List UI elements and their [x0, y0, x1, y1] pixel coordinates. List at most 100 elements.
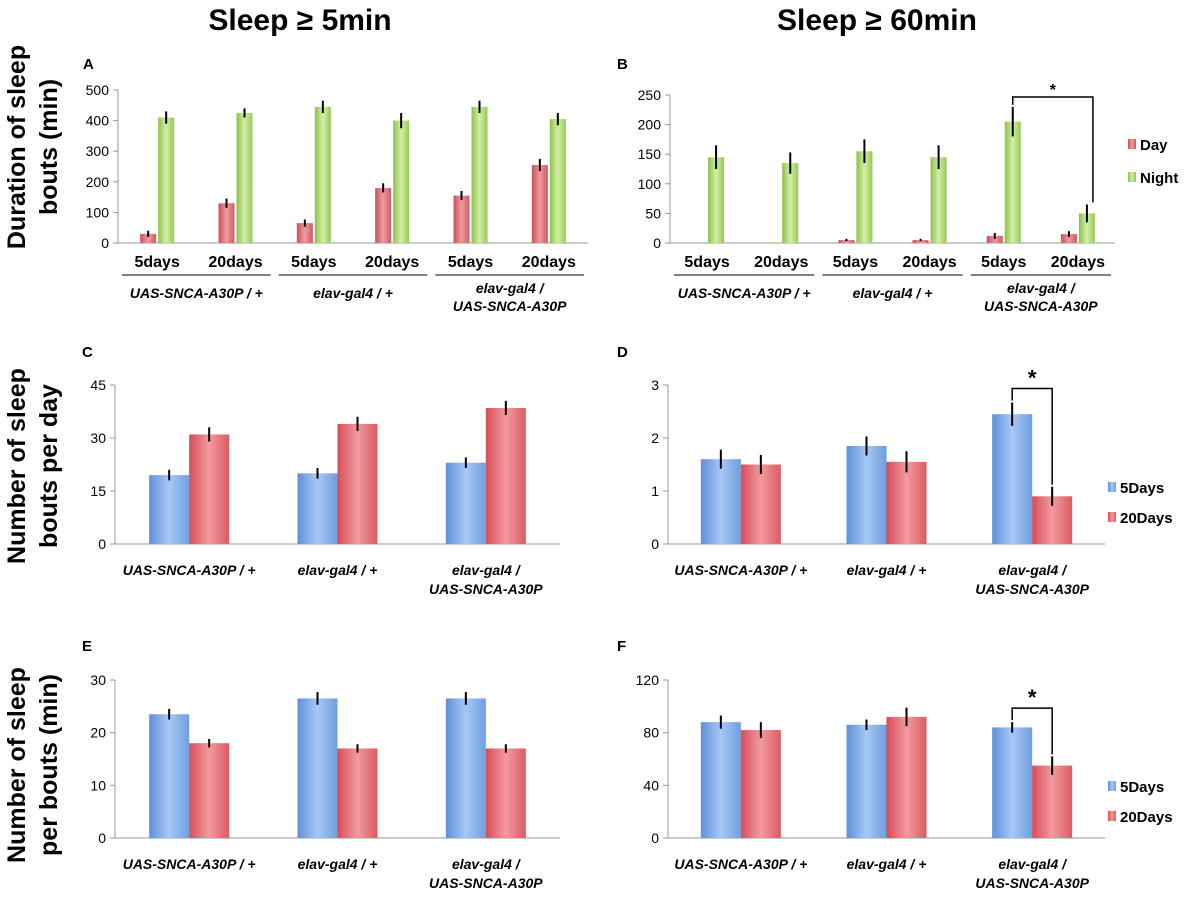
bar-b-night-4	[1004, 121, 1021, 243]
bar-b-night-3	[930, 157, 947, 243]
ytick-label-c-3: 45	[90, 377, 106, 393]
bar-c-5days-0	[149, 475, 190, 544]
group-label-d-2a: elav-gal4 /	[998, 562, 1068, 578]
ytick-label-b-4: 200	[638, 117, 662, 133]
ytick-label-d-1: 1	[651, 483, 659, 499]
group-label-b-2b: UAS-SNCA-A30P	[984, 298, 1098, 314]
bar-f-5days-2	[992, 727, 1033, 838]
bar-b-day-3	[912, 240, 929, 243]
bar-d-5days-2	[992, 414, 1033, 544]
group-label-c-2b: UAS-SNCA-A30P	[429, 581, 543, 597]
ylabel-row2-line2: bouts per day	[35, 384, 63, 548]
group-label-b-2a: elav-gal4 /	[1007, 280, 1077, 296]
group-label-c-0: UAS-SNCA-A30P / +	[123, 562, 256, 578]
bar-a-day-5	[531, 164, 548, 243]
group-label-e-0: UAS-SNCA-A30P / +	[123, 856, 256, 872]
ytick-label-b-0: 0	[653, 235, 661, 251]
group-label-c-1: elav-gal4 / +	[298, 562, 378, 578]
ytick-label-a-2: 200	[86, 174, 110, 190]
bar-b-night-2	[856, 151, 873, 243]
panel-label-c: C	[82, 344, 93, 361]
panel-c: C 0 15 30 45 UAS-SNCA-A30P / + elav-gal4 / + el…	[82, 344, 560, 597]
category-label-b-2: 5days	[833, 254, 878, 271]
category-label-a-0: 5days	[134, 254, 179, 271]
group-label-b-0: UAS-SNCA-A30P / +	[678, 285, 811, 301]
group-label-a-2b: UAS-SNCA-A30P	[453, 298, 567, 314]
ylabel-row3-line2: per bouts (min)	[35, 674, 63, 856]
ytick-label-e-3: 30	[90, 672, 106, 688]
bar-b-day-5	[1060, 234, 1077, 243]
panel-a: A 0 100 200 300 400 500 5days 20days 5days 20days 5…	[83, 56, 588, 314]
category-label-a-4: 5days	[448, 254, 493, 271]
group-label-f-2b: UAS-SNCA-A30P	[975, 875, 1089, 891]
ylabel-row1-line1: Duration of sleep	[3, 45, 31, 249]
bar-a-night-3	[393, 120, 410, 243]
ylabel-row2-line1: Number of sleep	[3, 368, 31, 564]
panel-b: B 0 50 100 150 200 250 5days 20days 5days 20days 5d…	[617, 56, 1178, 314]
title-left: Sleep ≥ 5min	[208, 4, 391, 37]
group-label-f-2a: elav-gal4 /	[998, 856, 1068, 872]
ylabel-row3-line1: Number of sleep	[3, 667, 31, 863]
panel-label-a: A	[83, 56, 94, 73]
bar-c-20days-2	[485, 407, 526, 544]
bar-a-day-4	[453, 195, 470, 243]
category-label-a-3: 20days	[365, 254, 419, 271]
ytick-label-e-0: 0	[98, 830, 106, 846]
group-label-b-1: elav-gal4 / +	[853, 285, 933, 301]
bar-a-day-3	[375, 187, 392, 243]
bar-a-night-4	[471, 106, 488, 243]
ytick-label-d-2: 2	[651, 430, 659, 446]
legend-label-f-5days: 5Days	[1120, 779, 1164, 796]
bar-c-5days-1	[297, 473, 338, 544]
bar-c-20days-1	[337, 423, 378, 544]
ytick-label-f-3: 120	[636, 672, 660, 688]
group-label-d-0: UAS-SNCA-A30P / +	[674, 562, 807, 578]
ytick-label-e-2: 20	[90, 725, 106, 741]
ytick-label-d-3: 3	[651, 377, 659, 393]
group-label-a-0: UAS-SNCA-A30P / +	[130, 285, 263, 301]
ytick-label-c-2: 30	[90, 430, 106, 446]
bar-a-day-0	[140, 233, 157, 243]
ytick-label-a-5: 500	[86, 82, 110, 98]
bar-f-20days-1	[886, 716, 927, 838]
group-label-a-2a: elav-gal4 /	[476, 280, 546, 296]
ytick-label-f-0: 0	[651, 830, 659, 846]
ytick-label-b-3: 150	[638, 146, 662, 162]
legend-swatch-b-night	[1128, 172, 1136, 182]
bar-e-5days-0	[149, 714, 190, 838]
bar-d-5days-1	[846, 445, 887, 544]
ytick-label-a-0: 0	[101, 235, 109, 251]
group-label-e-2a: elav-gal4 /	[452, 856, 522, 872]
bar-d-20days-1	[886, 461, 927, 544]
ytick-label-c-0: 0	[98, 536, 106, 552]
bar-e-20days-0	[189, 743, 230, 838]
ylabel-row1-line2: bouts (min)	[35, 79, 63, 215]
ytick-label-b-2: 100	[638, 176, 662, 192]
bar-b-day-4	[986, 235, 1003, 243]
bar-c-5days-2	[445, 462, 486, 544]
group-label-f-0: UAS-SNCA-A30P / +	[674, 856, 807, 872]
legend-label-f-20days: 20Days	[1120, 809, 1173, 826]
bar-d-20days-0	[740, 464, 781, 544]
group-label-f-1: elav-gal4 / +	[847, 856, 927, 872]
bar-b-day-2	[838, 240, 855, 243]
sig-star-b: *	[1050, 82, 1057, 99]
bar-e-20days-2	[485, 748, 526, 838]
sig-bracket-d	[1011, 387, 1053, 485]
legend-swatch-d-20days	[1108, 512, 1116, 522]
legend-label-d-20days: 20Days	[1120, 510, 1173, 527]
category-label-b-1: 20days	[754, 254, 808, 271]
panel-d: D 0 1 2 3 UAS-SNCA-A30P / + elav-gal4 / + elav-…	[617, 344, 1173, 597]
sig-bracket-f	[1011, 707, 1053, 755]
legend-swatch-f-20days	[1108, 811, 1116, 821]
bar-a-night-0	[158, 117, 175, 243]
legend-label-b-day: Day	[1140, 137, 1168, 154]
bar-b-night-1	[782, 163, 799, 243]
ytick-label-a-4: 400	[86, 113, 110, 129]
ytick-label-a-1: 100	[86, 204, 110, 220]
ytick-label-f-1: 40	[643, 777, 659, 793]
panel-label-d: D	[617, 344, 628, 361]
ytick-label-e-1: 10	[90, 777, 106, 793]
